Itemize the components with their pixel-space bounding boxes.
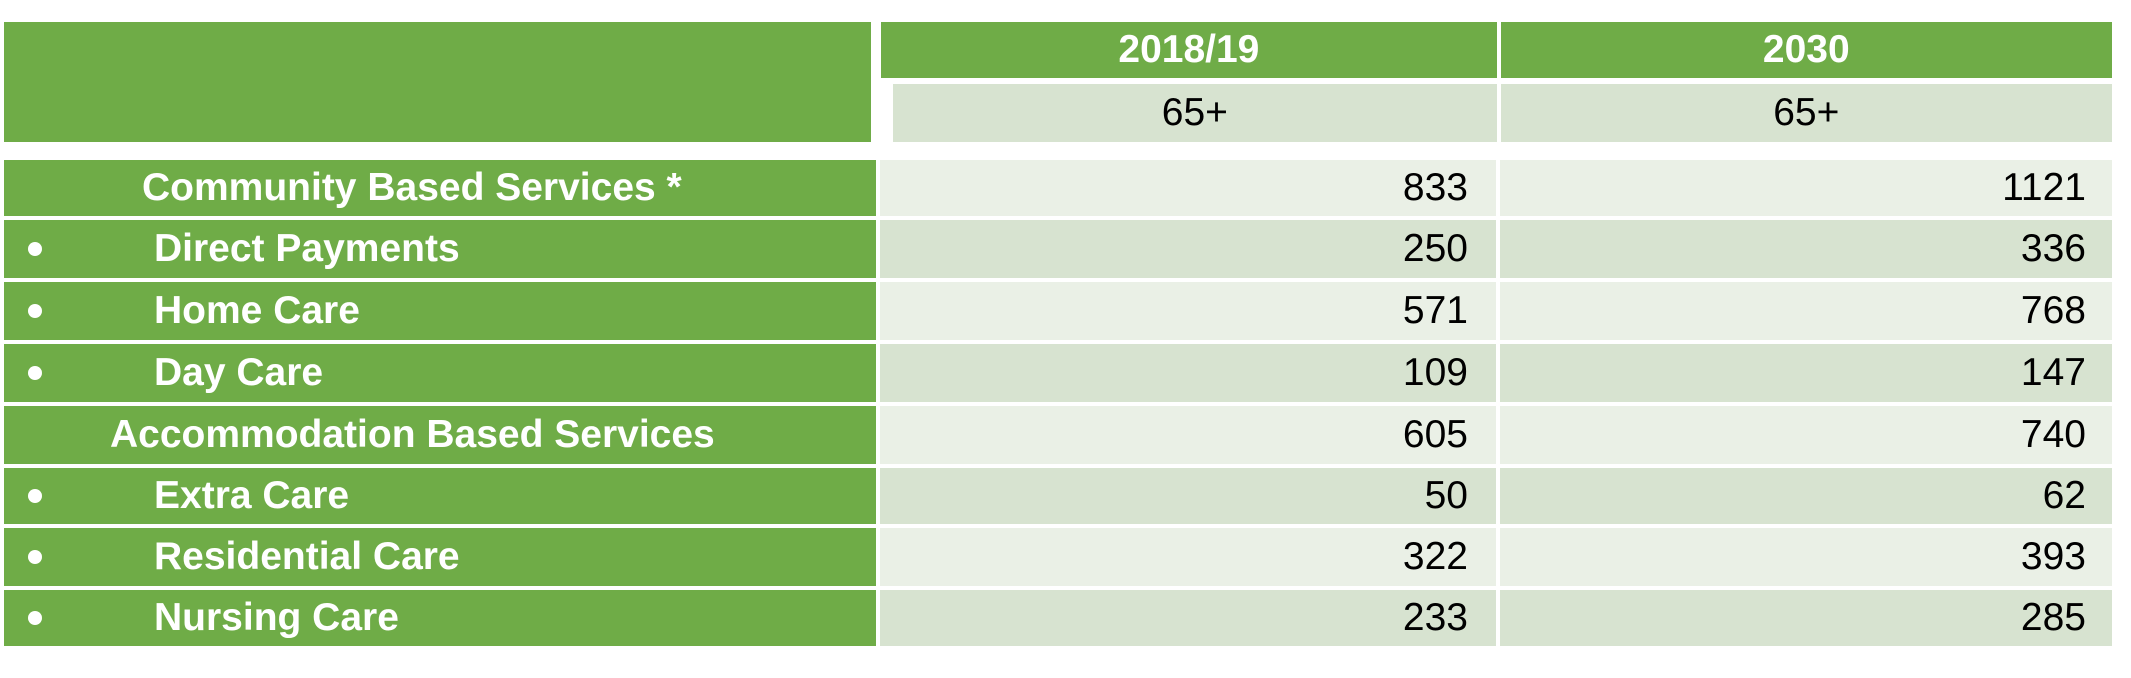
bullet-icon — [28, 242, 42, 256]
value-2030: 740 — [1500, 406, 2112, 464]
row-label: Residential Care — [4, 528, 876, 586]
item-label: Nursing Care — [154, 596, 399, 639]
services-table: 2018/19 65+ 2030 65+ Community Based Ser… — [4, 22, 2112, 650]
value-2030: 147 — [1500, 344, 2112, 402]
value-2018: 833 — [880, 160, 1496, 216]
header-age-2030: 65+ — [1500, 84, 2112, 142]
value-2018: 605 — [880, 406, 1496, 464]
row-label: Accommodation Based Services — [4, 406, 876, 464]
row-label: Extra Care — [4, 468, 876, 524]
value-2030: 62 — [1500, 468, 2112, 524]
item-label: Residential Care — [154, 535, 460, 578]
value-2030: 285 — [1500, 590, 2112, 646]
value-2030: 393 — [1500, 528, 2112, 586]
value-2018: 322 — [880, 528, 1496, 586]
table-row: Residential Care 322 393 — [4, 528, 2112, 586]
header-col-2018: 2018/19 65+ — [881, 22, 1497, 156]
value-2018: 233 — [880, 590, 1496, 646]
table-row: Extra Care 50 62 — [4, 468, 2112, 524]
table-row: Direct Payments 250 336 — [4, 220, 2112, 278]
value-2030: 768 — [1500, 282, 2112, 340]
header-year-2018: 2018/19 — [881, 22, 1497, 78]
value-2018: 50 — [880, 468, 1496, 524]
table-row: Community Based Services * 833 1121 — [4, 160, 2112, 216]
row-label: Direct Payments — [4, 220, 876, 278]
section-label-accommodation: Accommodation Based Services — [110, 413, 715, 456]
row-label: Day Care — [4, 344, 876, 402]
bullet-icon — [28, 489, 42, 503]
table-header: 2018/19 65+ 2030 65+ — [4, 22, 2112, 156]
table-row: Accommodation Based Services 605 740 — [4, 406, 2112, 464]
section-label-community: Community Based Services * — [142, 166, 682, 209]
item-label: Day Care — [154, 351, 324, 394]
item-label: Home Care — [154, 289, 360, 332]
bullet-icon — [28, 366, 42, 380]
value-2030: 336 — [1500, 220, 2112, 278]
header-age-2018: 65+ — [893, 84, 1497, 142]
row-label: Home Care — [4, 282, 876, 340]
header-corner — [4, 22, 878, 146]
item-label: Direct Payments — [154, 227, 460, 270]
bullet-icon — [28, 611, 42, 625]
header-year-2030: 2030 — [1500, 22, 2112, 78]
value-2018: 109 — [880, 344, 1496, 402]
bullet-icon — [28, 304, 42, 318]
row-label: Community Based Services * — [4, 160, 876, 216]
table-row: Nursing Care 233 285 — [4, 590, 2112, 646]
value-2018: 250 — [880, 220, 1496, 278]
table-row: Day Care 109 147 — [4, 344, 2112, 402]
bullet-icon — [28, 550, 42, 564]
value-2018: 571 — [880, 282, 1496, 340]
value-2030: 1121 — [1500, 160, 2112, 216]
table-row: Home Care 571 768 — [4, 282, 2112, 340]
row-label: Nursing Care — [4, 590, 876, 646]
header-col-2030: 2030 65+ — [1500, 22, 2112, 156]
item-label: Extra Care — [154, 474, 350, 517]
